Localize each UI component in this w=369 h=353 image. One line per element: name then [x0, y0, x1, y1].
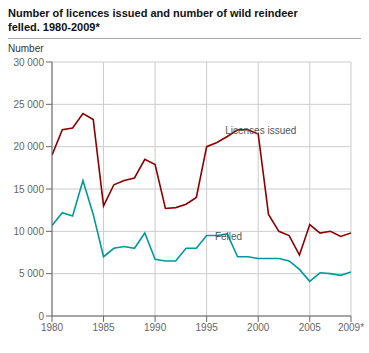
svg-text:1985: 1985 — [92, 322, 115, 333]
svg-text:1990: 1990 — [144, 322, 167, 333]
svg-text:15 000: 15 000 — [13, 184, 44, 195]
svg-text:0: 0 — [38, 311, 44, 322]
svg-text:2009*: 2009* — [338, 322, 364, 333]
svg-text:30 000: 30 000 — [13, 57, 44, 68]
svg-text:10 000: 10 000 — [13, 226, 44, 237]
svg-text:Licences issued: Licences issued — [225, 125, 296, 136]
svg-text:1980: 1980 — [41, 322, 64, 333]
svg-text:Felled: Felled — [215, 231, 242, 242]
svg-text:2000: 2000 — [247, 322, 270, 333]
svg-text:25 000: 25 000 — [13, 99, 44, 110]
svg-text:5 000: 5 000 — [19, 268, 44, 279]
svg-text:20 000: 20 000 — [13, 141, 44, 152]
html-text:felled. 1980-2009*: felled. 1980-2009* — [8, 21, 100, 33]
svg-text:2005: 2005 — [299, 322, 322, 333]
html-text:Number: Number — [8, 43, 44, 54]
html-text:Number of licences issued and: Number of licences issued and number of … — [8, 7, 298, 19]
svg-text:1995: 1995 — [196, 322, 219, 333]
